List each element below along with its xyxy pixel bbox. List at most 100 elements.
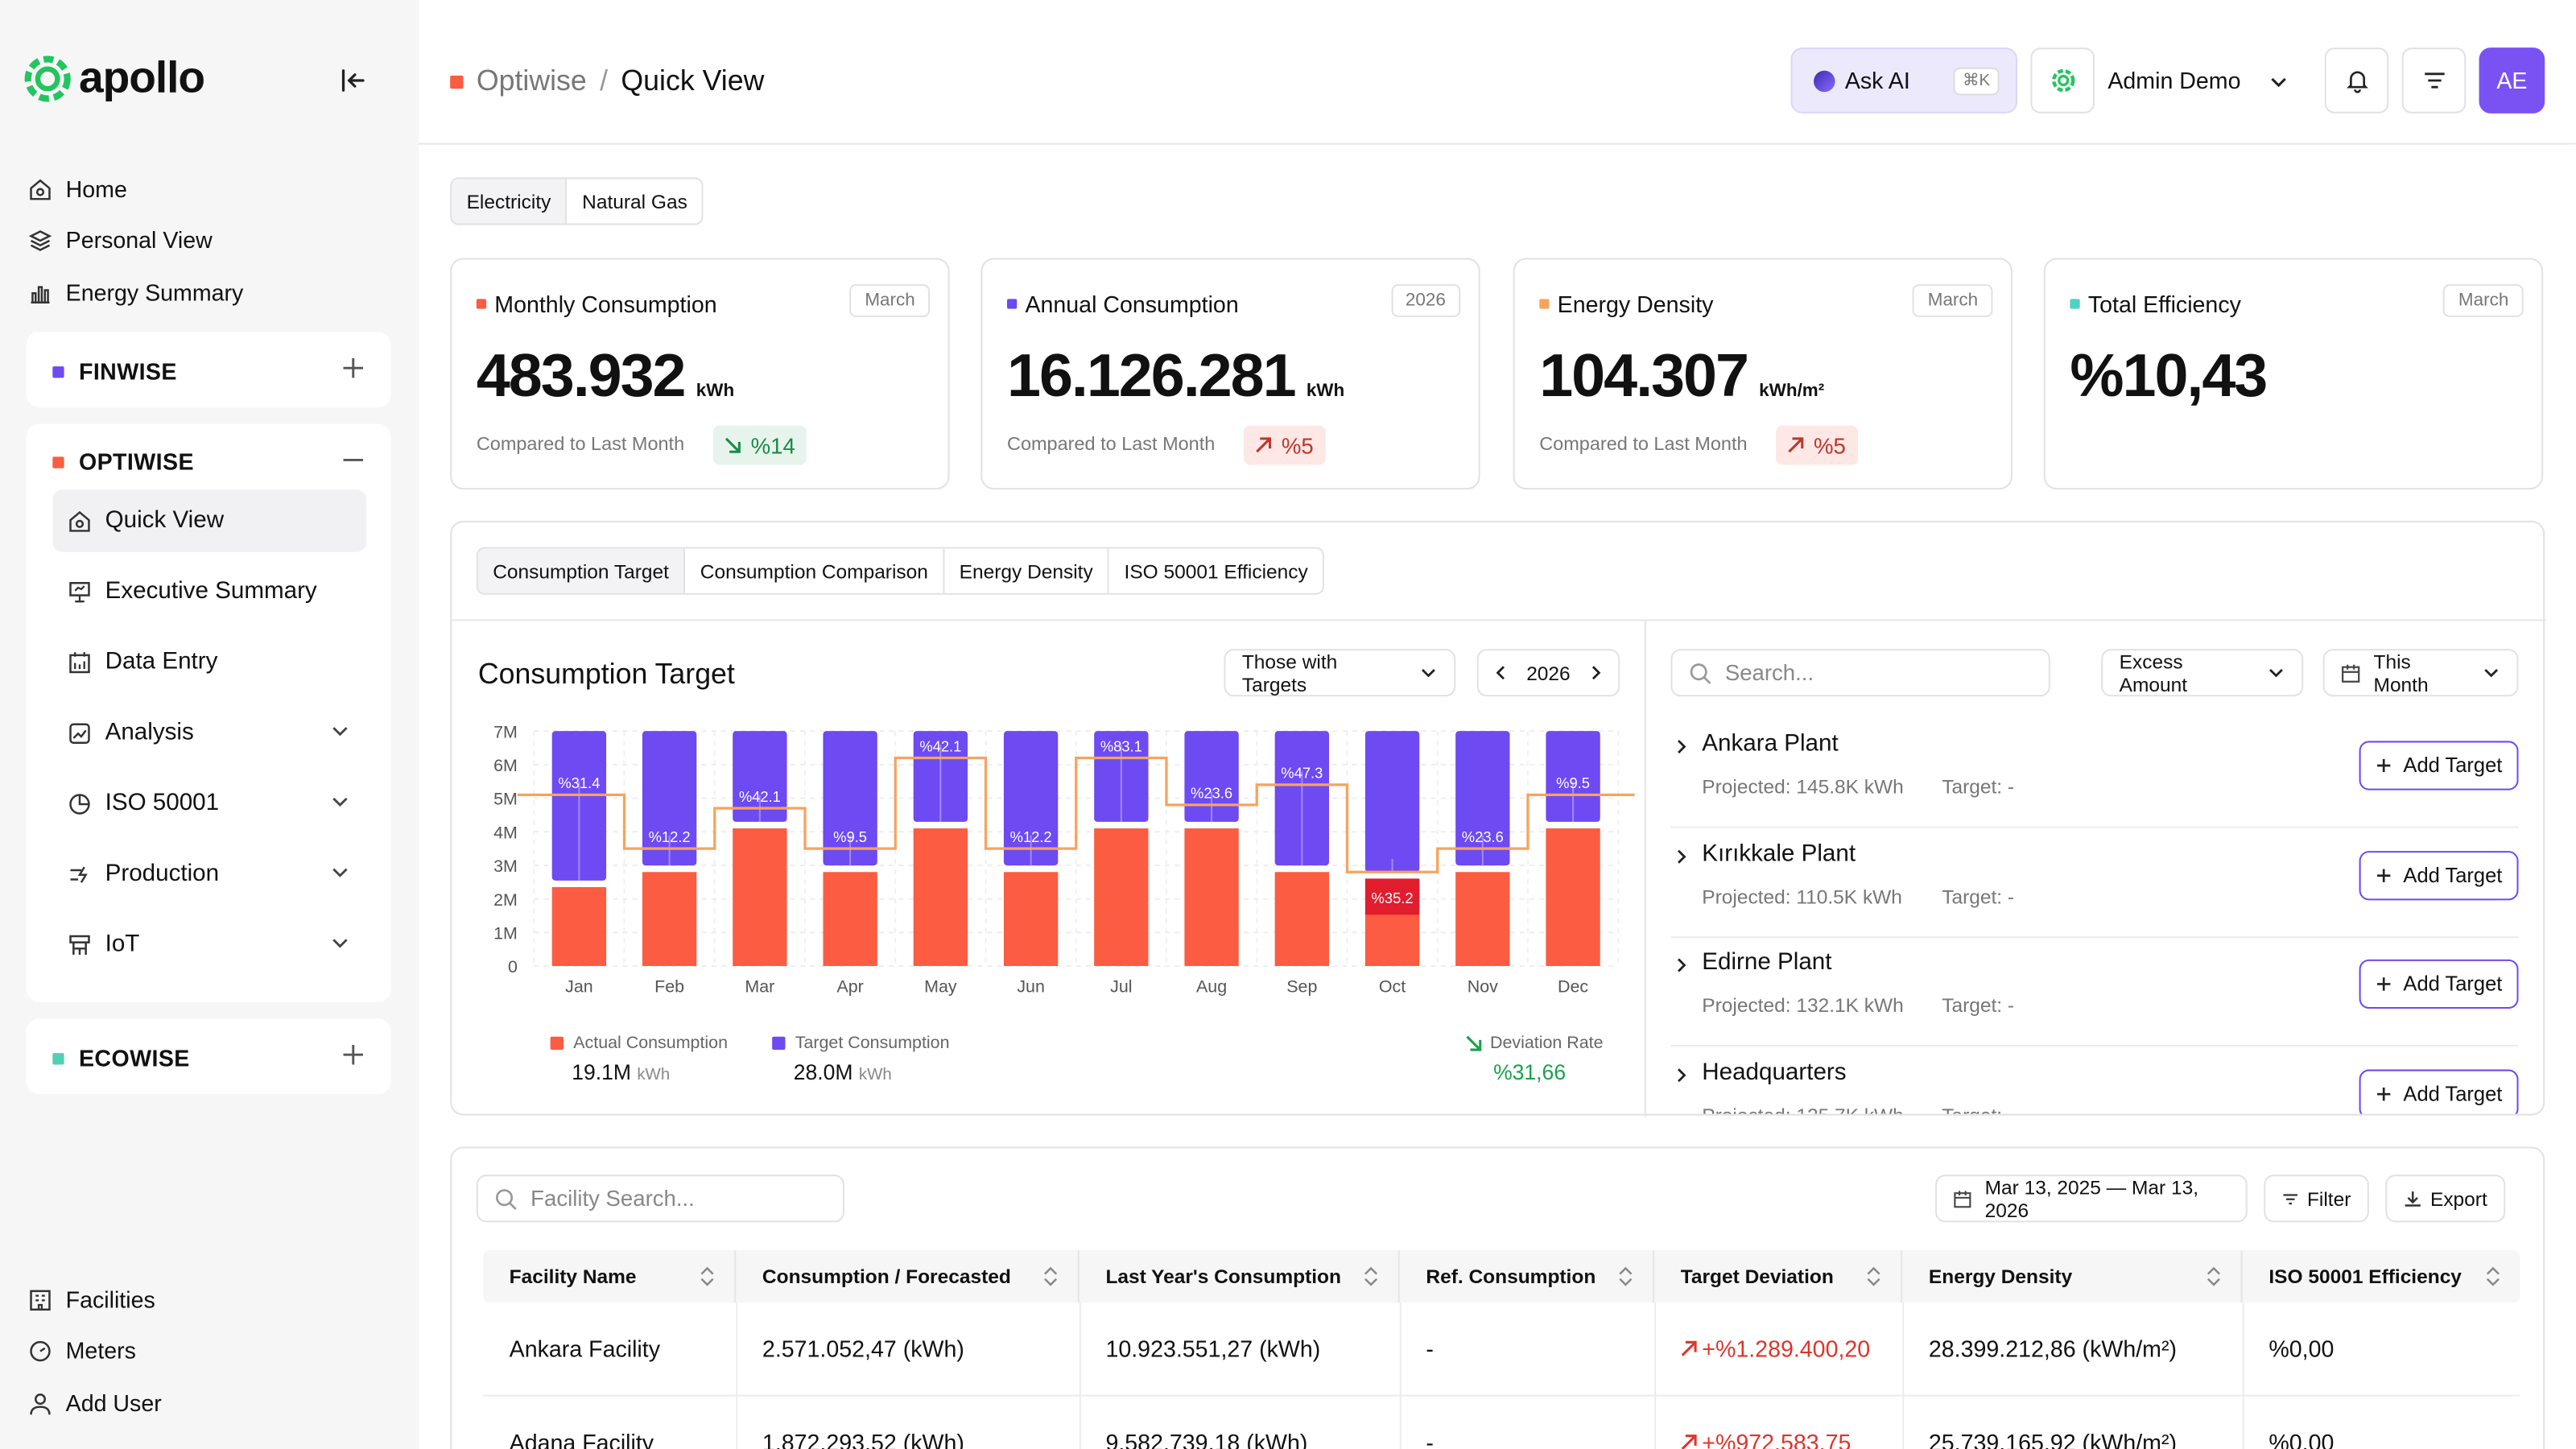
target-filter-select[interactable]: Those with Targets — [1224, 649, 1456, 697]
actual-bar[interactable] — [1274, 872, 1330, 966]
target-bar[interactable] — [1455, 731, 1510, 866]
column-header[interactable]: Facility Name — [483, 1250, 737, 1303]
plant-row[interactable]: Headquarters Projected: 125.7K kWh Target:… — [1670, 1048, 2519, 1114]
target-bar[interactable] — [551, 731, 607, 881]
filter-button[interactable]: Filter — [2264, 1174, 2369, 1223]
actual-bar[interactable] — [1455, 872, 1510, 966]
sort-icon[interactable] — [1043, 1266, 1058, 1291]
sidebar-item-executive-summary[interactable]: Executive Summary — [52, 560, 366, 623]
tab-iso-50001-efficiency[interactable]: ISO 50001 Efficiency — [1109, 548, 1323, 593]
sidebar-item-quick-view[interactable]: Quick View — [52, 489, 367, 552]
actual-bar[interactable] — [1094, 828, 1149, 966]
column-header[interactable]: Last Year's Consumption — [1080, 1250, 1400, 1303]
sidebar-item-data-entry[interactable]: Data Entry — [52, 631, 366, 694]
column-header[interactable]: Ref. Consumption — [1400, 1250, 1655, 1303]
plant-row[interactable]: Ankara Plant Projected: 145.8K kWh Target:… — [1670, 720, 2519, 828]
sidebar-item-production[interactable]: Production — [52, 843, 366, 906]
facility-search-input[interactable]: Facility Search... — [476, 1174, 844, 1223]
group-finwise[interactable]: FINWISE — [26, 332, 391, 408]
table-row[interactable]: Adana Facility 1.872.293,52 (kWh) 9.582.73… — [483, 1396, 2520, 1449]
sidebar-item-energy-summary[interactable]: Energy Summary — [27, 279, 243, 306]
avatar[interactable]: AE — [2479, 47, 2545, 114]
actual-bar[interactable] — [642, 872, 697, 966]
table-row[interactable]: Ankara Facility 2.571.052,47 (kWh) 10.923.… — [482, 1302, 2520, 1397]
column-header[interactable]: ISO 50001 Efficiency — [2243, 1250, 2520, 1302]
tab-energy-density[interactable]: Energy Density — [944, 548, 1110, 593]
actual-bar[interactable] — [1184, 828, 1239, 966]
export-button[interactable]: Export — [2385, 1174, 2506, 1223]
ask-ai-button[interactable]: Ask AI ⌘K — [1790, 47, 2018, 114]
sidebar-item-iot[interactable]: IoT — [52, 914, 366, 976]
plant-row[interactable]: Edirne Plant Projected: 132.1K kWh Target:… — [1670, 939, 2519, 1047]
user-menu-chevron-icon[interactable] — [2268, 71, 2288, 101]
org-logo-button[interactable] — [2030, 47, 2095, 114]
tab-consumption-target[interactable]: Consumption Target — [477, 548, 686, 593]
actual-bar[interactable] — [551, 887, 607, 966]
chevron-down-icon[interactable] — [330, 792, 349, 819]
chevron-right-icon[interactable] — [1673, 737, 1690, 755]
chevron-right-icon[interactable] — [1673, 1067, 1690, 1084]
sidebar-item-add-user[interactable]: Add User — [27, 1390, 162, 1416]
sidebar-item-meters[interactable]: Meters — [27, 1337, 136, 1364]
sort-icon[interactable] — [2486, 1266, 2500, 1291]
group-ecowise[interactable]: ECOWISE — [26, 1018, 391, 1095]
target-bar[interactable] — [733, 731, 787, 822]
chevron-down-icon[interactable] — [330, 933, 349, 960]
menu-filter-button[interactable] — [2401, 47, 2467, 114]
sidebar-item-personal-view[interactable]: Personal View — [27, 227, 213, 253]
sidebar-item-iso-50001[interactable]: ISO 50001 — [52, 772, 366, 835]
group-optiwise-head[interactable]: OPTIWISE — [52, 448, 194, 475]
plant-row[interactable]: Kırıkkale Plant Projected: 110.5K kWh Targ… — [1670, 829, 2519, 938]
column-header[interactable]: Consumption / Forecasted — [736, 1250, 1080, 1303]
target-bar[interactable] — [823, 731, 877, 866]
sidebar-item-facilities[interactable]: Facilities — [27, 1286, 155, 1313]
sidebar-item-analysis[interactable]: Analysis — [52, 701, 366, 764]
plant-search-input[interactable]: Search... — [1670, 649, 2050, 697]
notifications-button[interactable] — [2324, 47, 2389, 114]
column-header[interactable]: Target Deviation — [1654, 1250, 1903, 1303]
plus-icon[interactable] — [341, 357, 365, 388]
actual-bar[interactable] — [1003, 872, 1059, 966]
actual-bar[interactable] — [913, 828, 968, 966]
sort-icon[interactable] — [2207, 1266, 2221, 1291]
tab-natural-gas[interactable]: Natural Gas — [567, 179, 703, 224]
minus-icon[interactable] — [341, 448, 365, 480]
chevron-down-icon[interactable] — [330, 721, 349, 748]
target-bar[interactable] — [642, 731, 697, 866]
date-range-picker[interactable]: Mar 13, 2025 — Mar 13, 2026 — [1935, 1174, 2248, 1223]
add-target-button[interactable]: Add Target — [2359, 1069, 2519, 1114]
chevron-right-icon[interactable] — [1673, 957, 1690, 975]
chevron-right-icon[interactable] — [1673, 847, 1690, 865]
chevron-down-icon[interactable] — [330, 862, 349, 889]
target-bar[interactable] — [1184, 731, 1239, 822]
column-header[interactable]: Energy Density — [1902, 1250, 2243, 1303]
target-bar[interactable] — [913, 731, 968, 822]
add-target-button[interactable]: Add Target — [2359, 960, 2519, 1009]
target-bar[interactable] — [1274, 731, 1330, 866]
breadcrumb-parent[interactable]: Optiwise — [476, 64, 587, 97]
app-logo[interactable]: apollo — [23, 52, 205, 103]
period-select[interactable]: This Month — [2322, 649, 2519, 697]
plus-icon[interactable] — [341, 1043, 365, 1075]
tab-consumption-comparison[interactable]: Consumption Comparison — [685, 548, 945, 593]
add-target-button[interactable]: Add Target — [2359, 741, 2519, 791]
chevron-left-icon[interactable] — [1492, 663, 1509, 681]
target-bar[interactable] — [1094, 731, 1149, 822]
sort-icon[interactable] — [700, 1266, 714, 1291]
target-bar[interactable] — [1546, 731, 1600, 822]
chevron-right-icon[interactable] — [1587, 663, 1604, 681]
actual-bar[interactable] — [823, 872, 877, 966]
sort-icon[interactable] — [1364, 1266, 1378, 1291]
actual-bar[interactable] — [1546, 828, 1600, 966]
user-name[interactable]: Admin Demo — [2107, 67, 2241, 94]
target-bar[interactable] — [1364, 731, 1420, 873]
sort-icon[interactable] — [1866, 1266, 1880, 1291]
tab-electricity[interactable]: Electricity — [452, 179, 568, 224]
sidebar-item-home[interactable]: Home — [27, 175, 127, 202]
sort-select[interactable]: Excess Amount — [2101, 649, 2304, 697]
collapse-sidebar-icon[interactable] — [338, 66, 368, 104]
actual-bar[interactable] — [733, 828, 787, 966]
target-bar[interactable] — [1003, 731, 1059, 866]
add-target-button[interactable]: Add Target — [2359, 850, 2519, 900]
sort-icon[interactable] — [1618, 1266, 1633, 1291]
